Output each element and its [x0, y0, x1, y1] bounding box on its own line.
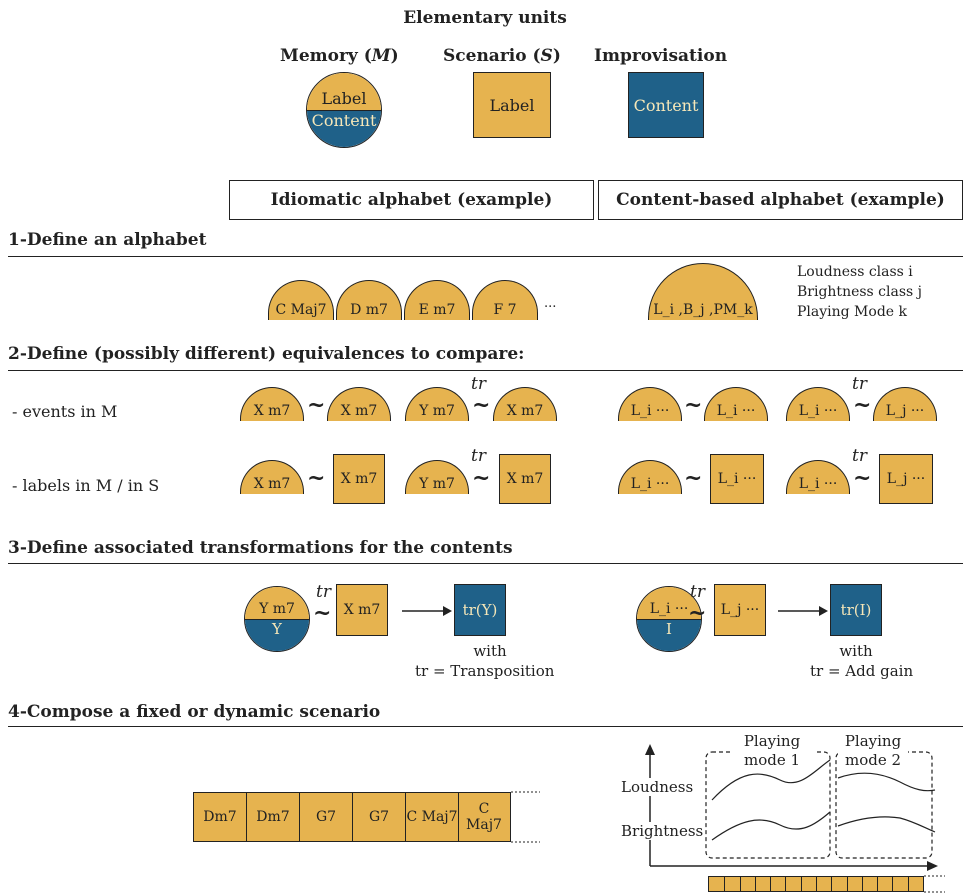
dynamic-strip-continuation [0, 0, 963, 896]
